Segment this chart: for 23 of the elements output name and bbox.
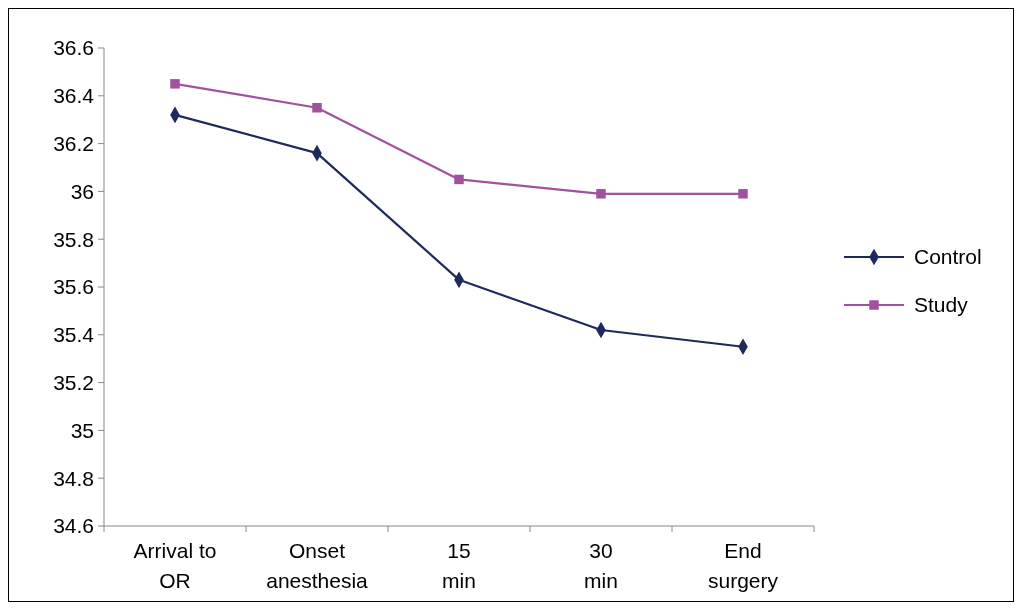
x-tick-label: Onset anesthesia	[266, 539, 369, 592]
y-tick-label: 35	[70, 418, 94, 442]
legend-label: Control	[914, 245, 982, 269]
legend-label: Study	[914, 293, 969, 317]
y-tick-label: 36	[70, 179, 94, 203]
x-tick-label: Arrival to OR	[133, 539, 217, 592]
y-tick-label: 36.2	[53, 131, 94, 155]
y-tick-label: 36.4	[53, 84, 95, 108]
y-tick-label: 36.6	[53, 36, 94, 60]
y-tick-label: 35.4	[53, 323, 95, 347]
point	[170, 79, 180, 89]
y-tick-label: 35.6	[53, 275, 94, 299]
y-tick-label: 35.2	[53, 370, 94, 394]
x-tick-label: End surgery	[707, 539, 779, 592]
point	[596, 189, 606, 199]
point	[454, 174, 464, 185]
y-tick-label: 34.8	[53, 466, 94, 490]
point	[312, 103, 322, 113]
y-tick-label: 35.8	[53, 227, 94, 251]
x-tick-label: 30 min	[584, 539, 618, 592]
x-tick-label: 15 min	[442, 539, 476, 592]
y-tick-label: 34.6	[53, 514, 94, 538]
point	[738, 189, 748, 199]
